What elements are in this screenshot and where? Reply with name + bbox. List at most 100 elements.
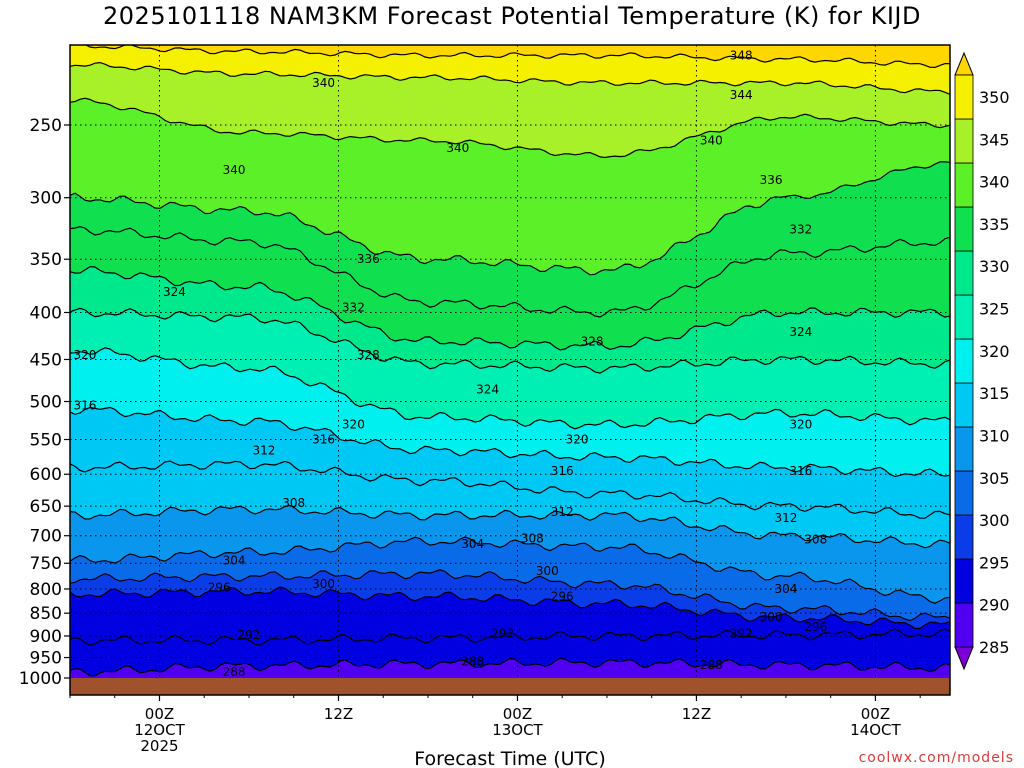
grid-lines [70, 45, 950, 678]
contour-label-340: 340 [700, 134, 723, 148]
x-tick-label: 12Z [324, 705, 353, 723]
y-tick-label-950: 950 [30, 649, 62, 669]
contour-label-304: 304 [223, 554, 246, 568]
contour-line-332 [70, 226, 950, 318]
contour-label-308: 308 [282, 496, 305, 510]
contour-labels: 340 340 340 336 332 324 320 328 316 320 316 312 308 3… [73, 48, 827, 679]
contour-line-348 [70, 45, 950, 69]
y-tick-label-1000: 1000 [19, 669, 62, 689]
contour-label-296: 296 [208, 580, 231, 594]
contour-label-288: 288 [461, 655, 484, 669]
contour-label-336: 336 [760, 173, 783, 187]
colorbar-label-330: 330 [979, 257, 1010, 276]
colorbar-label-285: 285 [979, 638, 1010, 657]
x-tick-label: 12Z [682, 705, 711, 723]
contour-label-308: 308 [521, 532, 544, 546]
colorbar-segment [954, 118, 974, 164]
contour-line-288 [70, 657, 950, 677]
contour-label-300: 300 [312, 577, 335, 591]
colorbar-segment [954, 74, 974, 120]
y-tick-label-650: 650 [30, 497, 62, 517]
colorbar-label-315: 315 [979, 384, 1010, 403]
contour-lines [70, 45, 950, 677]
contour-line-292 [70, 628, 950, 646]
contour-label-332: 332 [342, 300, 365, 314]
y-tick-label-450: 450 [30, 350, 62, 370]
contour-line-340 [70, 97, 950, 159]
colorbar-label-300: 300 [979, 511, 1010, 530]
y-tick-label-500: 500 [30, 393, 62, 413]
plot-frame [69, 44, 951, 696]
contour-label-324: 324 [163, 285, 186, 299]
x-tick-label: 14OCT [850, 721, 901, 739]
colorbar-label-310: 310 [979, 426, 1010, 445]
colorbar-segment [954, 250, 974, 296]
colorbar-segment [954, 206, 974, 252]
contour-label-296: 296 [551, 589, 574, 603]
contour-line-308 [70, 504, 950, 549]
contour-line-328 [70, 266, 950, 351]
potential-temperature-fill [70, 45, 950, 695]
contour-label-340: 340 [446, 141, 469, 155]
contour-label-320: 320 [789, 418, 812, 432]
contour-line-316 [70, 406, 950, 478]
contour-label-320: 320 [73, 348, 96, 362]
y-tick-label-600: 600 [30, 465, 62, 485]
y-tick-label-850: 850 [30, 604, 62, 624]
colorbar-segment [954, 162, 974, 208]
colorbar: 350 345 340 335 330 325 320 315 310 305 300 295 290 2… [954, 51, 1010, 671]
colorbar-segment [954, 514, 974, 560]
y-tick-label-400: 400 [30, 303, 62, 323]
contour-line-320 [70, 347, 950, 430]
colorbar-segment [954, 558, 974, 604]
contour-label-340: 340 [312, 76, 335, 90]
contour-label-312: 312 [252, 443, 275, 457]
y-tick-label-700: 700 [30, 527, 62, 547]
colorbar-label-325: 325 [979, 300, 1010, 319]
contour-label-348: 348 [730, 48, 753, 62]
colorbar-label-350: 350 [979, 88, 1010, 107]
colorbar-label-320: 320 [979, 342, 1010, 361]
y-tick-label-900: 900 [30, 627, 62, 647]
colorbar-segment [954, 338, 974, 384]
contour-label-292: 292 [730, 627, 753, 641]
contour-label-332: 332 [789, 223, 812, 237]
contour-label-316: 316 [312, 433, 335, 447]
contour-label-316: 316 [551, 464, 574, 478]
colorbar-label-290: 290 [979, 596, 1010, 615]
ground-surface [70, 678, 950, 695]
contour-label-296: 296 [804, 620, 827, 634]
y-tick-label-750: 750 [30, 554, 62, 574]
credit-text: coolwx.com/models [858, 750, 1014, 766]
colorbar-label-340: 340 [979, 173, 1010, 192]
contour-label-288: 288 [700, 658, 723, 672]
x-tick-label: 13OCT [492, 721, 543, 739]
contour-label-340: 340 [223, 163, 246, 177]
y-tick-label-550: 550 [30, 431, 62, 451]
contour-label-300: 300 [760, 610, 783, 624]
contour-line-312 [70, 460, 950, 519]
contour-label-308: 308 [804, 533, 827, 547]
colorbar-label-335: 335 [979, 215, 1010, 234]
colorbar-segment [954, 382, 974, 428]
colorbar-label-305: 305 [979, 469, 1010, 488]
contour-label-304: 304 [774, 582, 797, 596]
contour-label-312: 312 [774, 511, 797, 525]
contour-line-304 [70, 536, 950, 604]
contour-line-344 [70, 61, 950, 95]
colorbar-segment [954, 426, 974, 472]
colorbar-segment [954, 602, 974, 648]
contour-line-300 [70, 569, 950, 622]
y-tick-label-800: 800 [30, 580, 62, 600]
contour-label-328: 328 [357, 348, 380, 362]
contour-line-324 [70, 307, 950, 374]
contour-label-320: 320 [342, 418, 365, 432]
y-tick-label-300: 300 [30, 189, 62, 209]
contour-label-288: 288 [223, 665, 246, 679]
x-axis-title: Forecast Time (UTC) [414, 748, 605, 768]
y-tick-label-250: 250 [30, 116, 62, 136]
x-tick-label: 00Z [503, 705, 532, 723]
y-tick-label-350: 350 [30, 250, 62, 270]
